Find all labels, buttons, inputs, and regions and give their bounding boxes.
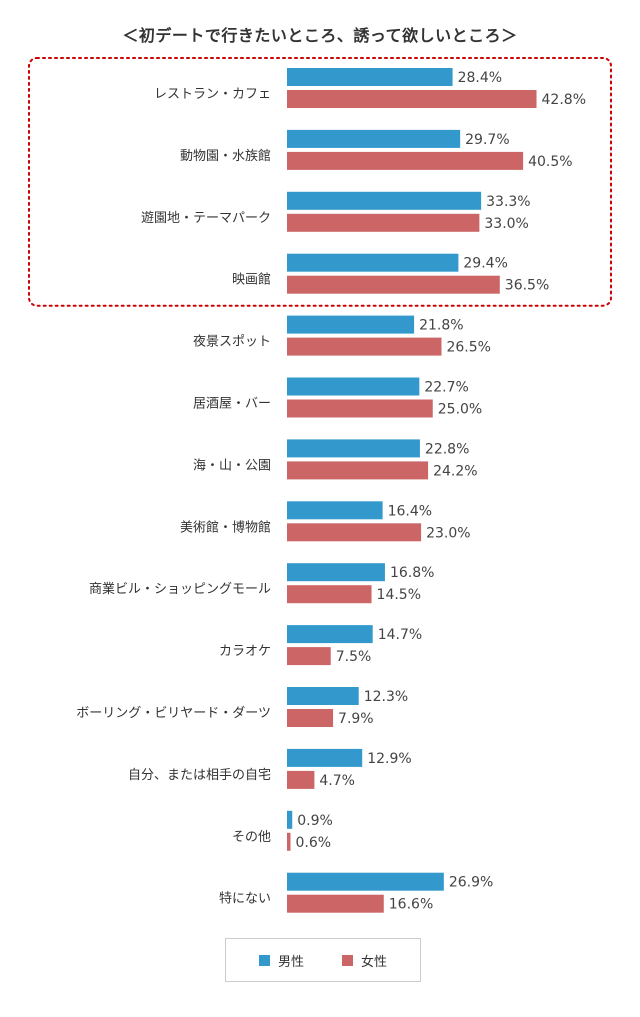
category-label: その他 [232, 830, 271, 845]
category-label: 海・山・公園 [193, 458, 271, 473]
bar-female [287, 90, 537, 108]
category-label: 遊園地・テーマパーク [141, 211, 271, 226]
value-label-female: 24.2% [433, 463, 477, 479]
legend-label-female: 女性 [361, 954, 388, 970]
category-label: カラオケ [219, 644, 271, 659]
bar-female [287, 461, 429, 480]
value-label-female: 16.6% [389, 897, 433, 913]
value-label-female: 26.5% [446, 340, 490, 356]
bar-male [287, 439, 420, 458]
value-label-female: 0.6% [295, 835, 331, 851]
bar-female [287, 337, 442, 356]
bar-male [287, 625, 373, 644]
bar-male [287, 872, 444, 891]
bar-male [287, 68, 453, 86]
bar-female [287, 709, 334, 727]
value-label-male: 22.7% [424, 380, 468, 396]
category-label: ボーリング・ビリヤード・ダーツ [76, 706, 271, 721]
bar-female [287, 213, 480, 232]
bar-male [287, 315, 415, 334]
chart-title: ＜初デートで行きたいところ、誘って欲しいところ＞ [122, 26, 518, 45]
value-label-male: 26.9% [449, 875, 493, 891]
bar-female [287, 770, 315, 789]
value-label-male: 21.8% [419, 318, 463, 334]
bar-male [287, 810, 293, 829]
category-label: レストラン・カフェ [154, 87, 271, 102]
legend-label-male: 男性 [277, 954, 304, 970]
legend-item-male: 男性 [258, 951, 304, 970]
value-label-male: 0.9% [297, 813, 333, 829]
category-label: 夜景スポット [193, 335, 271, 350]
value-label-female: 33.0% [484, 216, 528, 232]
category-label: 特にない [219, 892, 271, 907]
bar-female [287, 832, 291, 851]
legend-item-female: 女性 [342, 951, 387, 970]
bar-female [287, 151, 524, 170]
value-label-male: 12.9% [367, 751, 411, 767]
highlight-box [28, 57, 612, 307]
value-label-female: 42.8% [542, 92, 586, 108]
bar-male [287, 687, 359, 705]
category-label: 自分、または相手の自宅 [128, 768, 271, 783]
legend-swatch-female [342, 954, 353, 966]
bar-male [287, 253, 459, 272]
bar-female [287, 399, 433, 418]
bar-female [287, 523, 422, 542]
value-label-male: 16.8% [390, 565, 434, 581]
category-label: 居酒屋・バー [193, 397, 271, 412]
value-label-male: 16.4% [388, 503, 432, 519]
value-label-male: 29.4% [463, 256, 507, 272]
category-label: 映画館 [232, 273, 271, 288]
value-label-male: 28.4% [458, 70, 502, 86]
bar-male [287, 191, 482, 210]
bar-male [287, 563, 385, 582]
value-label-female: 25.0% [438, 402, 482, 418]
value-label-male: 33.3% [486, 194, 530, 210]
bar-female [287, 275, 500, 294]
bar-female [287, 894, 384, 913]
value-label-female: 4.7% [319, 773, 355, 789]
value-label-female: 7.5% [336, 649, 372, 665]
legend-swatch-male [258, 954, 270, 966]
value-label-male: 29.7% [465, 132, 509, 148]
bar-male [287, 748, 363, 767]
value-label-male: 14.7% [378, 627, 422, 643]
value-label-female: 23.0% [426, 525, 470, 541]
category-label: 動物園・水族館 [180, 148, 271, 164]
bar-male [287, 501, 383, 520]
value-label-female: 7.9% [338, 711, 374, 727]
value-label-male: 22.8% [425, 441, 469, 457]
value-label-female: 14.5% [377, 587, 421, 603]
bar-female [287, 647, 331, 666]
value-label-female: 40.5% [528, 154, 572, 170]
chart-legend: 男性 女性 [225, 938, 421, 982]
category-label: 美術館・博物館 [180, 520, 271, 535]
value-label-male: 12.3% [364, 689, 408, 705]
bar-male [287, 129, 461, 148]
category-label: 商業ビル・ショッピングモール [89, 581, 271, 597]
value-label-female: 36.5% [505, 278, 549, 294]
bar-male [287, 377, 420, 396]
bar-female [287, 585, 372, 604]
bar-chart: レストラン・カフェ 28.4% 42.8% 動物園・水族館 29.7% 40.5% 遊園地・… [28, 57, 612, 913]
